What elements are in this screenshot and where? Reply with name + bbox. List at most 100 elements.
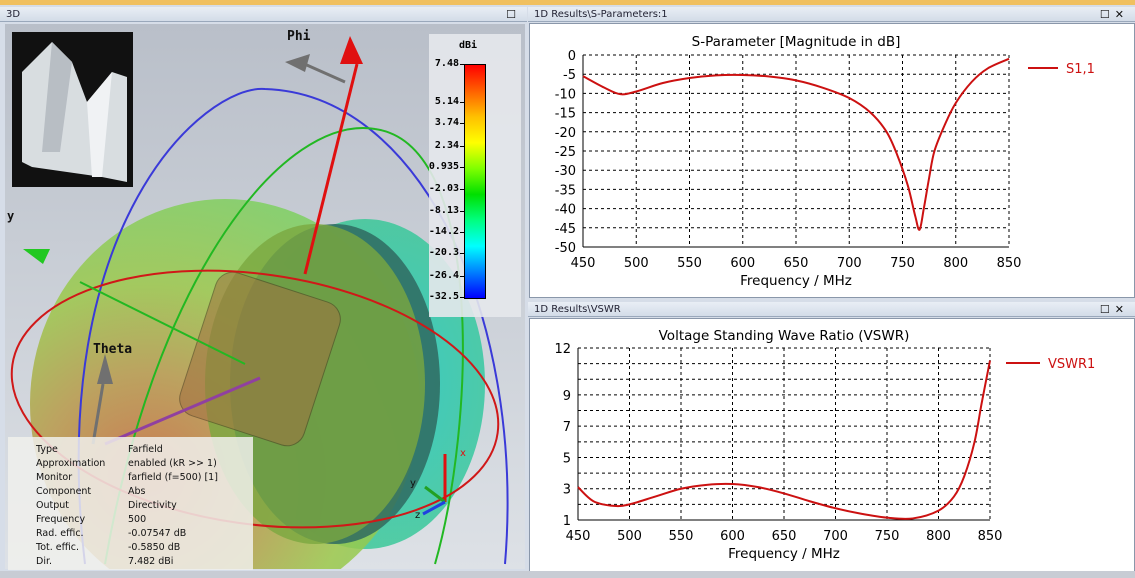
pane-vswr-header: 1D Results\VSWR ☐✕ xyxy=(528,302,1135,317)
y-tick-label: -25 xyxy=(555,145,576,160)
colorbar-tick: 7.48 xyxy=(434,58,459,69)
y-tick-label: 7 xyxy=(563,420,571,435)
info-key: Component xyxy=(36,486,92,497)
x-tick-label: 550 xyxy=(677,256,702,271)
colorbar-tick-mark xyxy=(460,166,464,168)
info-key: Monitor xyxy=(36,472,73,483)
pane-3d-header: 3D ☐ xyxy=(0,7,527,22)
colorbar-tick-mark xyxy=(460,189,464,191)
chart-title: S-Parameter [Magnitude in dB] xyxy=(692,34,901,50)
x-tick-label: 850 xyxy=(997,256,1022,271)
x-axis-line xyxy=(104,376,261,446)
x-tick-label: 450 xyxy=(571,256,596,271)
info-row: Dir. 7.482 dBi xyxy=(8,555,253,569)
y-tick-label: -30 xyxy=(555,164,576,179)
colorbar-tick-mark xyxy=(460,101,464,103)
y-tick-label: -10 xyxy=(555,87,576,102)
x-tick-label: 700 xyxy=(823,529,848,544)
info-key: Type xyxy=(36,444,58,455)
colorbar-tick: -14.2 xyxy=(428,225,459,237)
colorbar-tick: 0.935 xyxy=(428,160,459,172)
colorbar-unit: dBi xyxy=(459,40,478,51)
colorbar-tick-mark xyxy=(460,275,464,277)
pane-sparam-controls[interactable]: ☐✕ xyxy=(1099,8,1129,21)
x-tick-label: 850 xyxy=(978,529,1003,544)
orientation-axes-icon: x y z xyxy=(410,448,466,521)
colorbar-tick: -20.3 xyxy=(428,247,459,259)
colorbar-tick: -26.4 xyxy=(428,269,459,281)
x-tick-label: 600 xyxy=(720,529,745,544)
info-key: Approximation xyxy=(36,458,106,469)
y-tick-label: 9 xyxy=(563,389,571,404)
colorbar-tick-mark xyxy=(460,145,464,147)
info-row: Frequency 500 xyxy=(8,513,253,527)
y-tick-label: -20 xyxy=(555,126,576,141)
antenna-model-thumbnail xyxy=(12,32,133,187)
x-tick-label: 700 xyxy=(837,256,862,271)
x-tick-label: 800 xyxy=(926,529,951,544)
farfield-info-panel: Type Farfield Approximation enabled (kR >> … xyxy=(8,437,253,570)
theta-arrow xyxy=(97,354,113,384)
x-tick-label: 650 xyxy=(784,256,809,271)
x-tick-label: 800 xyxy=(943,256,968,271)
x-tick-label: 600 xyxy=(730,256,755,271)
info-value: Abs xyxy=(128,486,146,497)
x-tick-label: 500 xyxy=(617,529,642,544)
z-axis-line xyxy=(303,63,359,275)
x-tick-label: 500 xyxy=(624,256,649,271)
y-tick-label: 0 xyxy=(568,49,576,64)
mini-y-label: y xyxy=(410,478,416,489)
colorbar-tick: 3.74 xyxy=(434,117,459,129)
y-axis-line xyxy=(79,281,246,365)
y-tick-label: -5 xyxy=(563,68,576,83)
theta-label: Theta xyxy=(93,342,132,357)
colorbar-legend: dBi 7.48 5.14 3.74 2.34 0.935 -2.03 -8.13 -14.2… xyxy=(429,34,521,317)
maximize-button[interactable]: ☐ xyxy=(506,8,521,21)
y-tick-label: -50 xyxy=(555,241,576,256)
y-tick-label: -40 xyxy=(555,203,576,218)
colorbar-tick: 2.34 xyxy=(434,139,459,151)
info-value: Farfield xyxy=(128,444,163,455)
chart-title: Voltage Standing Wave Ratio (VSWR) xyxy=(659,328,910,344)
y-tick-label: -45 xyxy=(555,222,576,237)
x-tick-label: 450 xyxy=(566,529,591,544)
x-tick-label: 750 xyxy=(875,529,900,544)
info-row: Component Abs xyxy=(8,485,253,499)
z-axis-arrow xyxy=(340,36,363,64)
status-strip xyxy=(0,571,1135,578)
info-row: Approximation enabled (kR >> 1) xyxy=(8,457,253,471)
x-tick-label: 550 xyxy=(669,529,694,544)
y-tick-label: 5 xyxy=(563,451,571,466)
pane-vswr-title: 1D Results\VSWR xyxy=(534,304,621,315)
phi-label: Phi xyxy=(287,29,311,44)
colorbar-tick-mark xyxy=(460,123,464,125)
info-key: Dir. xyxy=(36,556,53,567)
info-key: Frequency xyxy=(36,514,86,525)
colorbar-tick: 5.14 xyxy=(434,95,459,107)
phi-arrow-line xyxy=(299,60,346,84)
legend-label: VSWR1 xyxy=(1048,357,1095,372)
colorbar-tick-mark xyxy=(460,231,464,233)
pane-sparam-title: 1D Results\S-Parameters:1 xyxy=(534,9,668,20)
y-axis-arrow xyxy=(23,249,50,264)
top-strip xyxy=(0,0,1135,5)
info-value: farfield (f=500) [1] xyxy=(128,472,218,483)
colorbar-tick-mark xyxy=(460,253,464,255)
theta-arrow-line xyxy=(91,383,105,445)
info-row: Rad. effic. -0.07547 dB xyxy=(8,527,253,541)
pane-vswr-controls[interactable]: ☐✕ xyxy=(1099,303,1129,316)
colorbar-tick-mark xyxy=(460,210,464,212)
pane-sparam-header: 1D Results\S-Parameters:1 ☐✕ xyxy=(528,7,1135,22)
series-line xyxy=(582,57,1010,231)
info-row: Output Directivity xyxy=(8,499,253,513)
mini-z-label: z xyxy=(415,510,420,521)
info-value: 500 xyxy=(128,514,147,525)
info-row: Type Farfield xyxy=(8,443,253,457)
info-value: -0.07547 dB xyxy=(128,528,187,539)
y-label: y xyxy=(7,209,14,223)
info-row: Tot. effic. -0.5850 dB xyxy=(8,541,253,555)
x-axis-label: Frequency / MHz xyxy=(728,546,840,562)
colorbar-tick-mark xyxy=(460,297,464,298)
